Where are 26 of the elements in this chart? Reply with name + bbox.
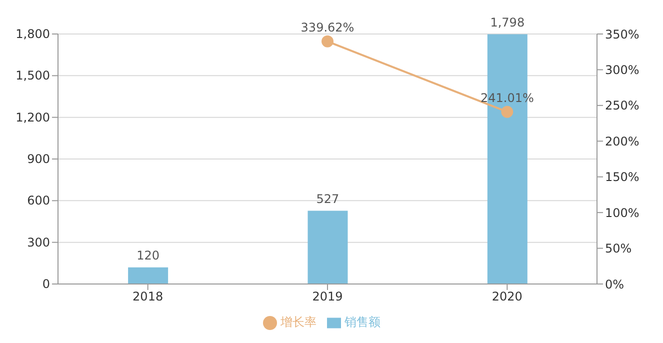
y2-tick-label: 0%	[605, 277, 624, 292]
y2-tick-label: 150%	[605, 170, 640, 184]
y-tick-label: 1,800	[16, 27, 50, 41]
y2-tick-label: 100%	[605, 206, 640, 220]
y2-tick-label: 350%	[605, 27, 640, 42]
y-tick-label: 1,200	[16, 110, 50, 124]
y-tick-label: 0	[42, 277, 50, 291]
legend-label: 增长率	[280, 315, 316, 329]
legend-label: 销售额	[344, 315, 380, 329]
x-tick-label: 2020	[492, 290, 522, 304]
data-label: 339.62%	[300, 20, 354, 34]
data-label: 1,798	[490, 15, 525, 30]
data-label: 527	[316, 192, 340, 206]
y2-tick-label: 200%	[605, 134, 640, 148]
y2-tick-label: 50%	[605, 242, 632, 256]
y-tick-label: 1,500	[16, 68, 50, 83]
x-tick-label: 2019	[312, 290, 343, 304]
x-tick-label: 2018	[132, 290, 164, 304]
y2-tick-label: 250%	[605, 98, 640, 113]
y-tick-label: 600	[27, 194, 50, 208]
bar	[128, 267, 168, 284]
y-tick-label: 300	[27, 235, 50, 250]
bar	[308, 210, 348, 284]
data-label: 120	[136, 248, 160, 262]
y2-tick-label: 300%	[605, 62, 640, 77]
y-tick-label: 900	[27, 152, 50, 166]
